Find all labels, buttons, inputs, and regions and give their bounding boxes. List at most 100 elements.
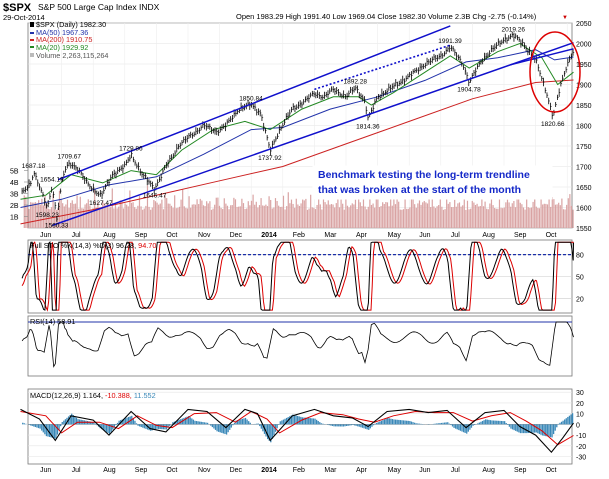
volume-bar	[135, 208, 137, 228]
macd-histogram-bar	[521, 424, 523, 434]
month-tick-label: Dec	[230, 467, 243, 474]
volume-bar	[150, 209, 152, 228]
volume-bar	[105, 204, 107, 228]
volume-bar	[561, 198, 563, 228]
volume-bar	[369, 198, 371, 228]
volume-bar	[180, 199, 182, 228]
volume-bar	[74, 203, 77, 228]
volume-bar	[162, 209, 165, 228]
volume-bar	[329, 204, 331, 228]
volume-bar	[306, 209, 309, 228]
macd-histogram-bar	[355, 424, 357, 426]
macd-histogram-bar	[346, 424, 348, 426]
price-peak-label: 1850.84	[239, 96, 263, 103]
volume-bar	[121, 201, 123, 228]
macd-histogram-bar	[388, 418, 390, 425]
macd-histogram-bar	[352, 424, 354, 425]
volume-bar	[100, 207, 102, 228]
macd-histogram-bar	[443, 422, 446, 425]
volume-bar	[366, 209, 368, 228]
volume-bar	[476, 203, 478, 228]
volume-bar	[482, 206, 485, 228]
volume-bar	[289, 203, 291, 228]
volume-bar	[279, 206, 281, 228]
macd-histogram-bar	[548, 424, 550, 437]
macd-histogram-bar	[464, 424, 466, 433]
volume-bar	[572, 209, 574, 228]
volume-bar	[310, 194, 312, 228]
macd-histogram-bar	[61, 422, 63, 425]
month-tick-label: Aug	[103, 467, 116, 474]
volume-bar	[425, 202, 427, 228]
macd-histogram-bar	[470, 424, 473, 428]
volume-bar	[39, 204, 41, 228]
macd-histogram-bar	[315, 419, 318, 425]
volume-bar	[97, 201, 99, 228]
macd-histogram-bar	[534, 424, 536, 433]
volume-bar	[393, 197, 395, 228]
annotation-box: Benchmark testing the long-term trendlin…	[312, 165, 553, 200]
macd-histogram-bar	[472, 424, 474, 426]
macd-histogram-bar	[303, 417, 305, 425]
annotation-line2: that was broken at the start of the mont…	[318, 184, 521, 196]
volume-bar	[498, 185, 501, 228]
volume-bar	[281, 206, 283, 228]
volume-bar	[223, 198, 225, 228]
macd-histogram-bar	[135, 423, 138, 425]
macd-histogram-bar	[481, 420, 484, 425]
macd-histogram-bar	[462, 424, 465, 433]
volume-bar	[359, 202, 361, 228]
volume-scale-tick: 1B	[10, 215, 19, 222]
month-tick-label: Nov	[198, 467, 211, 474]
volume-bar	[334, 207, 336, 228]
macd-histogram-bar	[489, 420, 492, 425]
macd-histogram-bar	[115, 424, 117, 426]
volume-bar	[374, 207, 376, 228]
macd-histogram-bar	[483, 420, 485, 425]
volume-bar	[497, 208, 499, 228]
macd-histogram-bar	[93, 422, 95, 425]
volume-bar	[266, 206, 269, 228]
volume-bar	[308, 208, 310, 228]
macd-histogram-bar	[271, 424, 274, 439]
volume-bar	[94, 188, 96, 228]
macd-histogram-bar	[260, 424, 262, 429]
volume-bar	[284, 209, 286, 228]
volume-bar	[260, 198, 262, 228]
volume-bar	[479, 206, 481, 228]
macd-histogram-bar	[94, 423, 97, 425]
volume-bar	[212, 208, 214, 228]
volume-bar	[346, 205, 349, 228]
macd-histogram-bar	[546, 424, 548, 437]
highlight-circle	[529, 31, 581, 113]
macd-histogram-bar	[192, 419, 195, 425]
volume-bar	[164, 194, 166, 228]
month-tick-label: Aug	[482, 232, 495, 239]
macd-histogram-bar	[123, 418, 125, 425]
macd-histogram-bar	[225, 424, 228, 435]
macd-histogram-bar	[52, 424, 54, 438]
chg-arrow-icon: ▼	[562, 15, 568, 21]
macd-histogram-bar	[344, 424, 346, 427]
macd-histogram-bar	[241, 418, 244, 425]
volume-bar	[538, 208, 541, 228]
macd-histogram-bar	[90, 421, 92, 425]
volume-bar	[407, 208, 409, 228]
volume-bar	[570, 205, 573, 228]
macd-histogram-bar	[543, 424, 545, 436]
legend-main: $SPX (Daily) 1982.30	[36, 20, 106, 29]
macd-histogram-bar	[188, 416, 190, 425]
rsi-panel-frame	[27, 315, 573, 377]
macd-histogram-bar	[364, 424, 367, 429]
macd-histogram-bar	[268, 424, 270, 441]
volume-bar	[31, 202, 33, 228]
volume-bar	[370, 204, 373, 228]
macd-histogram-bar	[447, 422, 449, 425]
volume-bar	[170, 205, 173, 228]
macd-histogram-bar	[205, 422, 207, 425]
month-axis-bottom: Jun Jul Aug Sep Oct Nov Dec 2014 Feb Mar Apr May Jun…	[40, 467, 557, 474]
macd-histogram-bar	[407, 420, 409, 425]
month-tick-label: 2014	[261, 467, 277, 474]
macd-histogram-bar	[334, 424, 337, 427]
macd-histogram-bar	[477, 423, 479, 425]
